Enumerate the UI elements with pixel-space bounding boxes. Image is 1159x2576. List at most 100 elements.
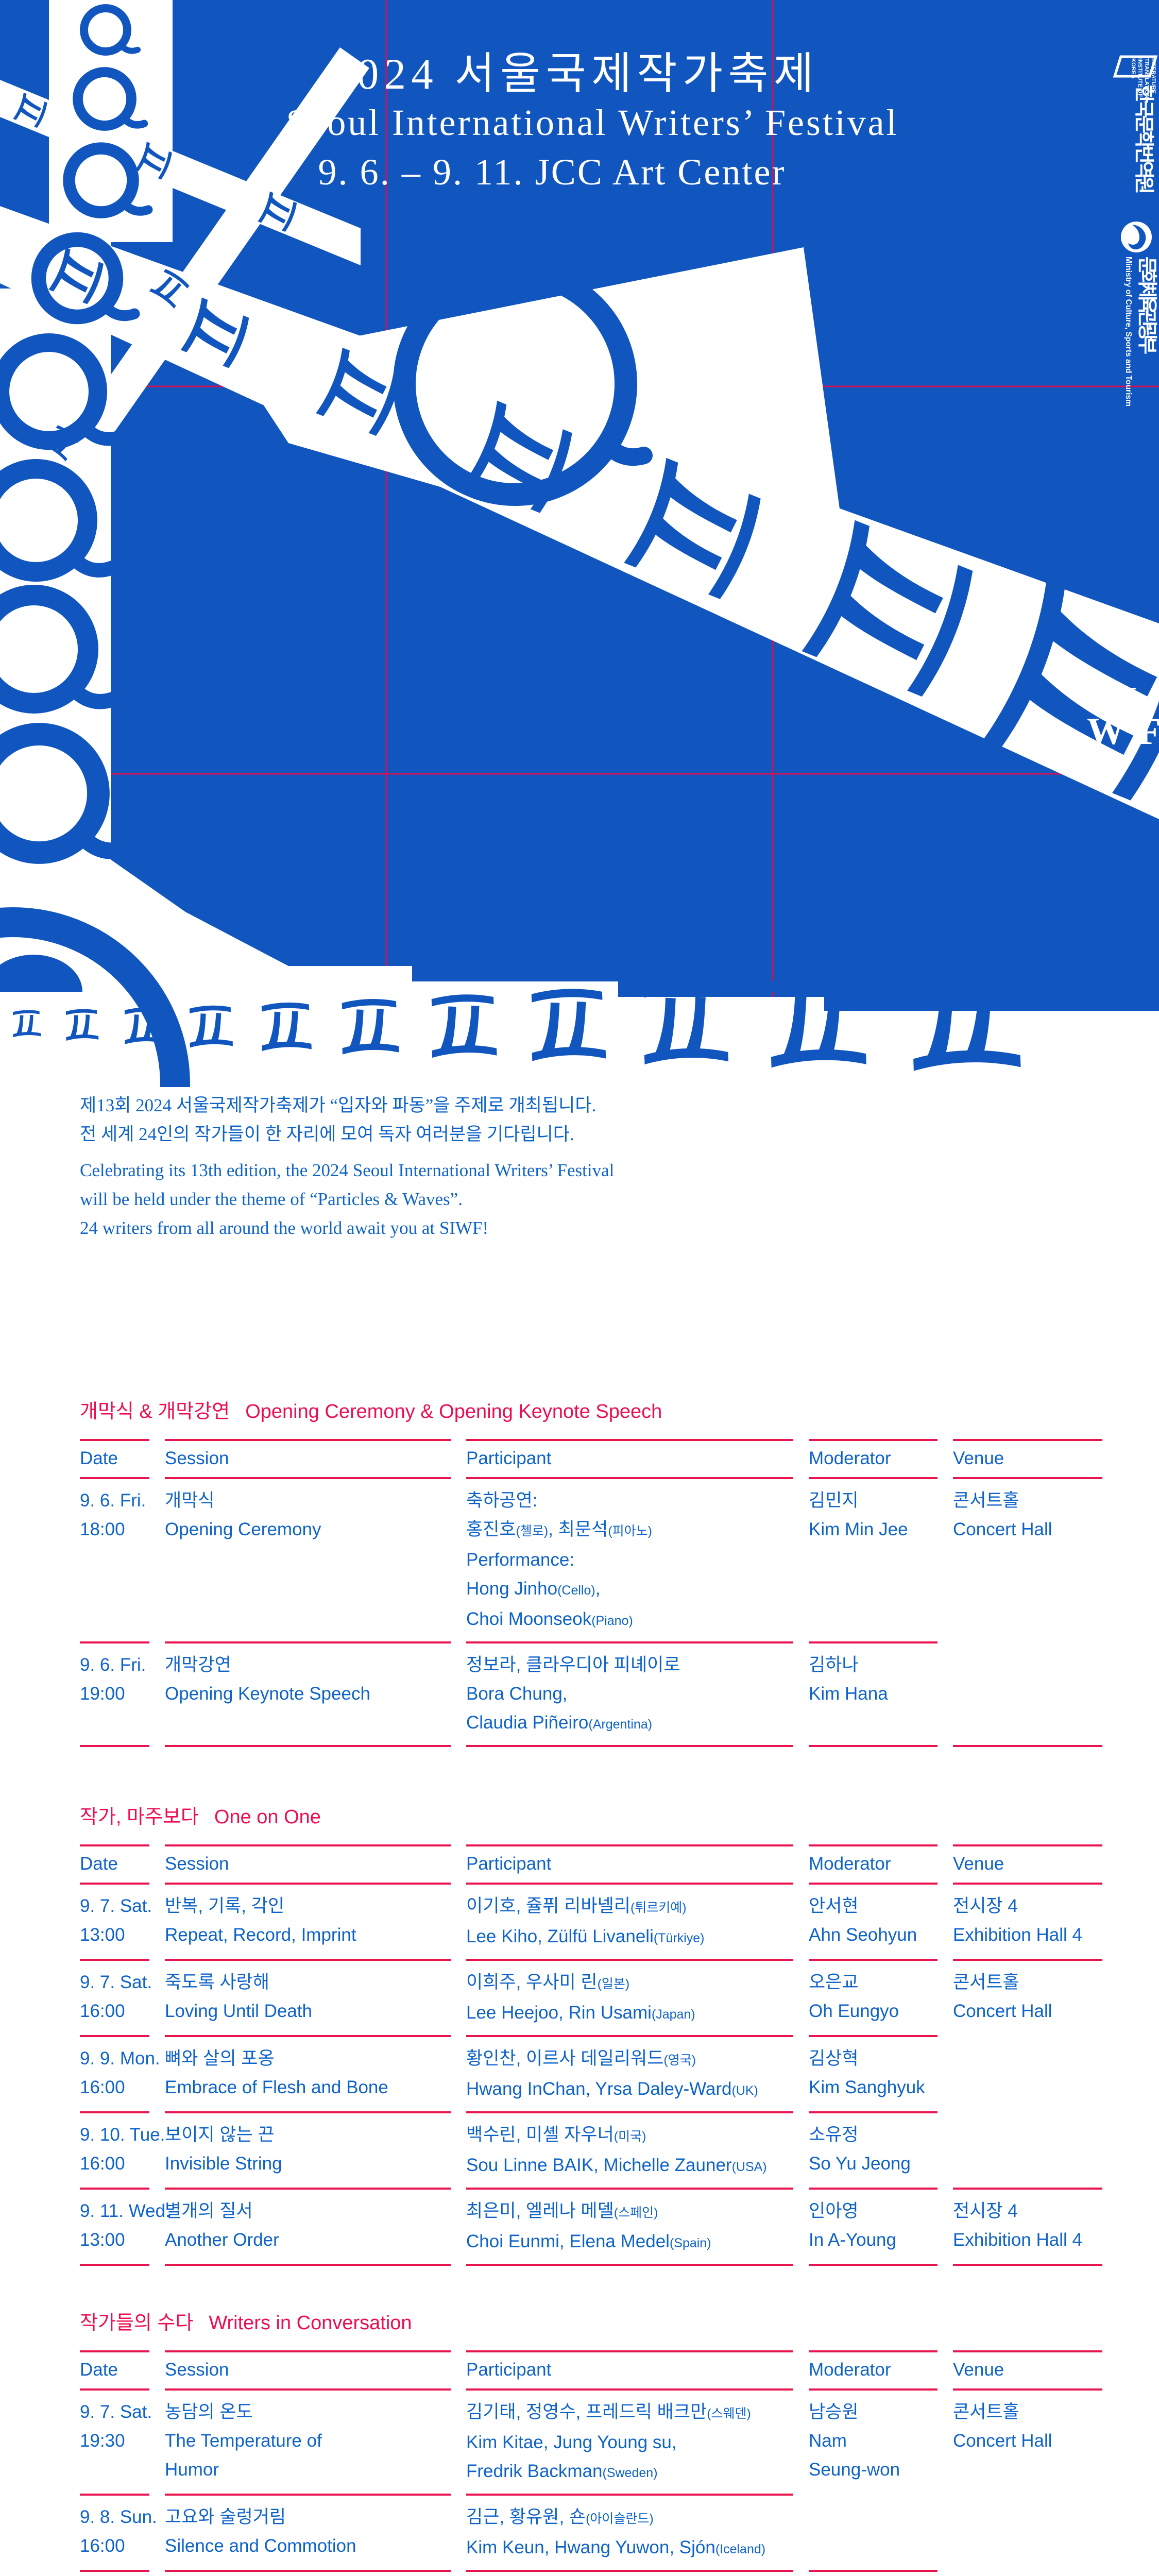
table-line: Exhibition Hall 4	[953, 1925, 1082, 1945]
table-line: 황인찬, 이르사 데일리워드(영국)	[466, 2048, 696, 2069]
table-cell-venue	[953, 1641, 1102, 1745]
table-line: 최은미, 엘레나 메델(스페인)	[466, 2201, 658, 2221]
table-line: 남승원	[809, 2402, 859, 2422]
table-cell-session: 개막식 Opening Ceremony	[165, 1477, 451, 1641]
table-cell-venue	[953, 2035, 1102, 2111]
table-line: Loving Until Death	[165, 2001, 312, 2021]
table-line: 소유정	[809, 2125, 859, 2145]
annotation: (UK)	[731, 2083, 758, 2098]
table-line: 인아영	[809, 2201, 859, 2221]
festival-title-korean: 2024 서울국제작가축제	[330, 50, 814, 98]
table-cell-participant: 백수린, 미셸 자우너(미국) Sou Linne BAIK, Michelle …	[466, 2111, 793, 2188]
annotation: (튀르키예)	[630, 1901, 687, 1915]
table-cell-session: 별개의 질서 Another Order	[165, 2188, 451, 2264]
table-line: Exhibition Hall 4	[953, 2230, 1082, 2250]
annotation: (일본)	[597, 1977, 630, 1991]
column-header-label: Venue	[953, 2360, 1004, 2380]
schedule-table: Date Session Participant Moderator Venue 9. 7…	[80, 1844, 1113, 2266]
table-bottom-rule	[809, 2264, 938, 2266]
table-line: 전시장 4	[953, 2201, 1018, 2221]
table-bottom-rule	[953, 1745, 1102, 1747]
table-line: 홍진호(첼로), 최문석(피아노)	[466, 1519, 652, 1539]
column-header-venue: Venue	[953, 2350, 1102, 2388]
table-line: 9. 7. Sat.	[80, 2402, 152, 2422]
table-line: Nam	[809, 2431, 847, 2451]
table-cell-participant: 이희주, 우사미 린(일본) Lee Heejoo, Rin Usami(Japa…	[466, 1959, 793, 2035]
table-line: 축하공연:	[466, 1490, 538, 1511]
table-line: Another Order	[165, 2230, 279, 2250]
column-header-date: Date	[80, 1844, 149, 1883]
intro-line: will be held under the theme of “Particl…	[80, 1189, 463, 1209]
column-header-label: Venue	[953, 1448, 1004, 1468]
table-line: Lee Kiho, Zülfü Livaneli(Türkiye)	[466, 1926, 705, 1946]
table-cell-session: 어두운 밤들의 세계The World of Dark Nights	[165, 2570, 451, 2576]
siwf-logo: SI W’F	[1087, 680, 1159, 753]
section-title-english: Writers in Conversation	[209, 2312, 412, 2334]
column-header-label: Session	[165, 1854, 229, 1874]
table-line: 김민지	[809, 1490, 859, 1511]
table-cell-venue: 콘서트홀 Concert Hall	[953, 1477, 1102, 1641]
table-cell-venue: 콘서트홀 Concert Hall	[953, 1959, 1102, 2035]
column-header-label: Venue	[953, 1854, 1004, 1874]
annotation: (USA)	[731, 2160, 767, 2174]
table-cell-participant: 김기태, 정영수, 프레드릭 배크만(스웨덴) Kim Kitae, Jung Y…	[466, 2388, 793, 2494]
table-cell-date: 9. 7. Sat. 16:00	[80, 1959, 152, 2035]
table-line: Claudia Piñeiro(Argentina)	[466, 1713, 653, 1733]
table-line: Opening Ceremony	[165, 1519, 321, 1539]
table-line: 13:00	[80, 2230, 125, 2250]
table-line: 반복, 기록, 각인	[165, 1896, 285, 1916]
table-cell-session: 보이지 않는 끈 Invisible String	[165, 2111, 451, 2188]
table-line: Seung-won	[809, 2460, 900, 2480]
column-header-date: Date	[80, 2350, 149, 2388]
column-header-session: Session	[165, 2350, 451, 2388]
table-cell-venue	[953, 2111, 1102, 2188]
table-line: 이희주, 우사미 린(일본)	[466, 1972, 630, 1992]
annotation: (아이슬란드)	[586, 2512, 654, 2526]
section-title-english: One on One	[214, 1806, 321, 1828]
column-header-moderator: Moderator	[809, 2350, 938, 2388]
section-title-korean: 작가들의 수다	[80, 2312, 194, 2334]
table-cell-venue	[953, 2494, 1102, 2570]
intro-line: 전 세계 24인의 작가들이 한 자리에 모여 독자 여러분을 기다립니다.	[80, 1124, 574, 1144]
table-cell-moderator: 한소범Han Sobeom	[809, 2570, 938, 2576]
table-cell-moderator: 오은교 Oh Eungyo	[809, 1959, 938, 2035]
festival-title-english: Seoul International Writers’ Festival	[286, 102, 897, 143]
table-line: 별개의 질서	[165, 2201, 253, 2221]
annotation: (미국)	[613, 2129, 646, 2144]
svg-text:INSTITUTE OF: INSTITUTE OF	[1137, 58, 1143, 97]
annotation: (스웨덴)	[707, 2406, 751, 2421]
table-line: 김근, 황유원, 숀(아이슬란드)	[466, 2507, 654, 2527]
table-line: Bora Chung,	[466, 1684, 568, 1704]
column-header-moderator: Moderator	[809, 1439, 938, 1477]
column-header-label: Session	[165, 1448, 229, 1468]
table-cell-moderator	[809, 2494, 938, 2570]
table-line: 고요와 술렁거림	[165, 2507, 286, 2527]
table-bottom-rule	[165, 2264, 451, 2266]
table-line: Kim Kitae, Jung Young su,	[466, 2432, 677, 2452]
column-header-label: Participant	[466, 1854, 552, 1874]
annotation: (Türkiye)	[653, 1931, 705, 1945]
table-line: 19:30	[80, 2431, 125, 2451]
table-cell-moderator: 인아영 In A-Young	[809, 2188, 938, 2264]
table-bottom-rule	[80, 2264, 149, 2266]
table-cell-moderator: 남승원 Nam Seung-won	[809, 2388, 938, 2494]
table-line: Lee Heejoo, Rin Usami(Japan)	[466, 2003, 695, 2023]
svg-text:TRANSLATION: TRANSLATION	[1144, 58, 1150, 98]
table-line: Hong Jinho(Cello),	[466, 1579, 601, 1599]
hero-banner: 2024 서울국제작가축제 Seoul International Writer…	[0, 0, 1159, 1262]
table-bottom-rule	[953, 2264, 1102, 2266]
table-cell-participant: 최은미, 엘레나 메델(스페인) Choi Eunmi, Elena Medel(…	[466, 2188, 793, 2264]
column-header-label: Moderator	[809, 1448, 891, 1468]
table-line: 백수린, 미셸 자우너(미국)	[466, 2125, 646, 2145]
section-opening-ceremony: 개막식 & 개막강연 Opening Ceremony & Opening Key…	[80, 1399, 1113, 1747]
annotation: (Iceland)	[715, 2542, 766, 2556]
table-cell-date: 9. 6. Fri. 18:00	[80, 1477, 149, 1641]
annotation: (Argentina)	[588, 1717, 653, 1732]
table-line: Embrace of Flesh and Bone	[165, 2077, 388, 2097]
table-line: In A-Young	[809, 2230, 896, 2250]
table-line: The Temperature of	[165, 2431, 322, 2451]
column-header-moderator: Moderator	[809, 1844, 938, 1883]
table-line: Opening Keynote Speech	[165, 1684, 370, 1704]
table-cell-venue	[953, 2570, 1102, 2576]
column-header-label: Date	[80, 2360, 118, 2380]
